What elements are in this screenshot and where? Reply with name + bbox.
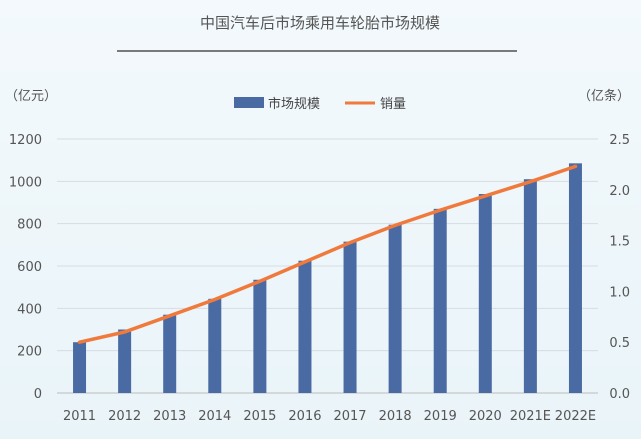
left-axis-ticks: 0 200 400 600 800 1000 1200 (9, 133, 42, 402)
gridlines (57, 138, 598, 394)
x-tick-label: 2020 (469, 409, 502, 424)
line-series (77, 164, 578, 344)
right-axis-unit: （亿条） (578, 88, 630, 104)
left-tick-label: 200 (17, 345, 42, 360)
legend-label-line: 销量 (380, 97, 406, 112)
bar-2015 (253, 279, 267, 393)
x-tick-label: 2018 (379, 409, 412, 424)
bar-2011 (73, 342, 87, 393)
left-axis-unit: （亿元） (5, 89, 57, 104)
left-tick-label: 800 (17, 218, 42, 233)
right-tick-label: 0.0 (609, 387, 630, 402)
sales-volume-line (77, 164, 578, 344)
right-tick-label: 1.0 (609, 285, 630, 300)
left-tick-label: 0 (34, 387, 42, 402)
bar-2019 (433, 208, 447, 393)
bar-2022E (568, 163, 582, 393)
legend-label-bar: 市场规模 (268, 96, 320, 112)
x-tick-label: 2021E (510, 409, 551, 424)
bar-2017 (343, 241, 357, 393)
bar-series (73, 163, 582, 393)
x-tick-label: 2017 (333, 409, 366, 424)
legend: 市场规模 销量 (234, 96, 406, 112)
x-tick-label: 2016 (288, 409, 321, 424)
bar-2018 (388, 224, 402, 393)
bar-2020 (478, 194, 492, 393)
x-axis-ticks: 2011 2012 2013 2014 2015 2016 2017 2018 2019 2020… (63, 409, 596, 424)
bar-2021E (523, 179, 537, 393)
right-tick-label: 0.5 (609, 336, 630, 351)
x-tick-label: 2014 (198, 409, 231, 424)
chart-title: 中国汽车后市场乘用车轮胎市场规模 (200, 14, 440, 32)
x-tick-label: 2022E (555, 409, 596, 424)
left-tick-label: 600 (17, 260, 42, 275)
right-axis-ticks: 0.0 0.5 1.0 1.5 2.0 2.5 (609, 133, 630, 402)
bar-2012 (118, 329, 132, 393)
legend-swatch-bar (234, 97, 264, 108)
x-tick-label: 2013 (153, 409, 186, 424)
left-tick-label: 400 (17, 302, 42, 317)
bar-2016 (298, 260, 312, 393)
bar-2013 (163, 314, 177, 393)
x-tick-label: 2015 (243, 409, 276, 424)
left-tick-label: 1200 (9, 133, 42, 148)
bar-2014 (208, 298, 222, 393)
right-tick-label: 2.0 (609, 184, 630, 199)
left-tick-label: 1000 (9, 175, 42, 190)
right-tick-label: 1.5 (609, 235, 630, 250)
right-tick-label: 2.5 (609, 133, 630, 148)
x-tick-label: 2011 (63, 409, 96, 424)
x-tick-label: 2012 (108, 409, 141, 424)
x-tick-label: 2019 (424, 409, 457, 424)
